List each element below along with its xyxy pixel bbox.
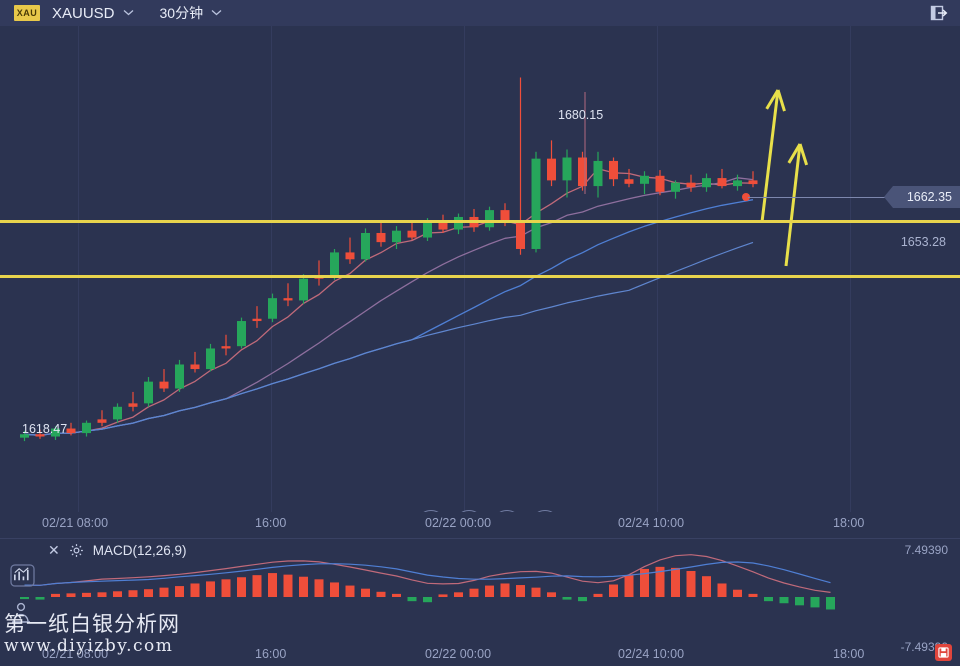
low-price-label: 1618.47 — [22, 422, 68, 436]
time-tick: 18:00 — [833, 516, 865, 530]
time-tick: 02/21 08:00 — [42, 516, 109, 530]
grid-line — [850, 26, 851, 512]
macd-time-tick: 02/24 10:00 — [618, 647, 685, 661]
top-toolbar: XAU XAUUSD 30分钟 — [0, 0, 960, 26]
macd-panel[interactable]: ✕ MACD(12,26,9) 7.49390 -7.49390 02/21 0… — [0, 538, 960, 666]
grid-line — [657, 26, 658, 512]
macd-close-button[interactable]: ✕ — [48, 542, 60, 558]
symbol-badge: XAU — [14, 5, 40, 21]
bar-chart-icon[interactable] — [10, 564, 35, 587]
watermark-url: www.diyizby.com — [4, 636, 174, 656]
grid-line — [78, 26, 79, 512]
grid-line — [271, 26, 272, 512]
resistance-line[interactable] — [0, 220, 960, 223]
macd-value-top: 7.49390 — [904, 543, 948, 557]
timeframe-selector[interactable]: 30分钟 — [134, 3, 223, 23]
chevron-down-icon — [123, 9, 134, 16]
timeframe-label: 30分钟 — [159, 5, 204, 21]
macd-time-tick: 16:00 — [255, 647, 287, 661]
support-price-label: 1653.28 — [900, 235, 946, 249]
chevron-down-icon — [211, 9, 222, 16]
grid-line — [464, 26, 465, 512]
gear-icon[interactable] — [69, 543, 84, 558]
macd-title: MACD(12,26,9) — [92, 543, 187, 558]
time-tick: 16:00 — [255, 516, 287, 530]
symbol-selector[interactable]: XAUUSD — [40, 5, 134, 22]
exit-icon[interactable] — [930, 5, 948, 21]
chart-zoom-controls — [416, 510, 560, 512]
price-chart-panel[interactable]: 1662.35 1653.28 1680.15 1618.47 — [0, 26, 960, 512]
macd-series — [20, 554, 835, 610]
macd-time-tick: 18:00 — [833, 647, 865, 661]
save-icon[interactable] — [935, 644, 952, 661]
candlestick-series — [20, 77, 809, 442]
support-line[interactable] — [0, 275, 960, 278]
high-price-label: 1680.15 — [558, 108, 604, 122]
current-price-tag: 1662.35 — [883, 186, 960, 208]
macd-time-tick: 02/21 08:00 — [42, 647, 109, 661]
watermark-site-name: 第一纸白银分析网 — [4, 612, 180, 636]
time-axis: 02/21 08:00 16:00 02/22 00:00 02/24 10:0… — [0, 512, 960, 538]
symbol-label: XAUUSD — [52, 4, 115, 22]
macd-header: ✕ MACD(12,26,9) — [48, 542, 187, 559]
macd-time-tick: 02/22 00:00 — [425, 647, 492, 661]
time-tick: 02/22 00:00 — [425, 516, 492, 530]
person-icon[interactable] — [10, 601, 32, 625]
current-price-line — [748, 197, 896, 198]
time-tick: 02/24 10:00 — [618, 516, 685, 530]
